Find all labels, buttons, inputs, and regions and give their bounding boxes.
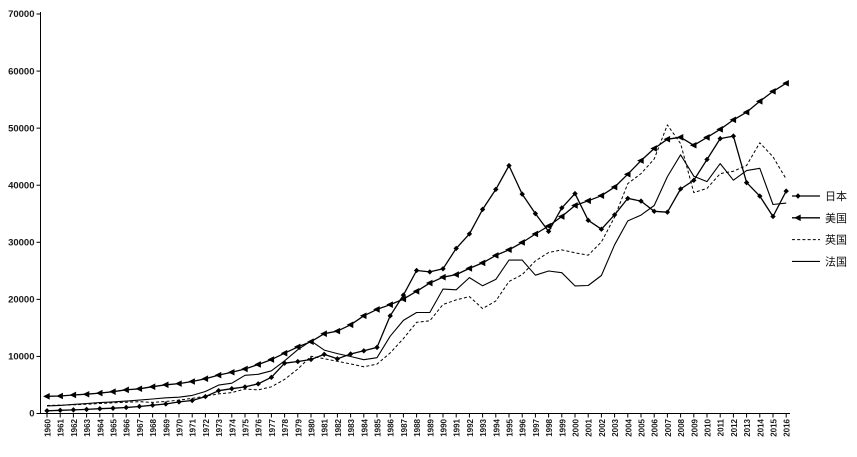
x-tick-label: 2010 xyxy=(704,418,713,436)
y-tick-label: 20000 xyxy=(8,295,34,306)
x-tick-label: 1984 xyxy=(360,418,369,436)
legend-label-japan: 日本 xyxy=(825,189,847,203)
x-tick-label: 2002 xyxy=(598,418,607,436)
x-tick-label: 1988 xyxy=(413,418,422,436)
legend-item-france: 法国 xyxy=(792,254,847,268)
legend-item-usa: 美国 xyxy=(792,212,847,225)
y-tick-label: 10000 xyxy=(8,352,34,363)
legend-marker-japan-icon xyxy=(795,193,801,199)
x-tick-label: 1980 xyxy=(308,418,317,436)
legend-marker-usa-icon xyxy=(794,214,801,222)
legend-item-uk: 英国 xyxy=(792,233,847,247)
x-tick-label: 1987 xyxy=(400,418,409,436)
x-tick-label: 1962 xyxy=(70,418,79,436)
x-tick-label: 2004 xyxy=(624,418,633,436)
y-tick-label: 0 xyxy=(29,409,34,420)
x-tick-label: 1966 xyxy=(123,418,132,436)
x-tick-label: 1979 xyxy=(294,418,303,436)
x-tick-label: 2005 xyxy=(638,418,647,436)
x-tick-label: 1970 xyxy=(176,418,185,436)
x-tick-label: 1974 xyxy=(228,418,237,436)
x-tick-label: 1963 xyxy=(83,418,92,436)
x-tick-label: 1990 xyxy=(440,418,449,436)
series-line-uk xyxy=(46,124,787,406)
x-tick-label: 2008 xyxy=(677,418,686,436)
x-tick-label: 2016 xyxy=(783,418,792,436)
x-tick-label: 1965 xyxy=(110,418,119,436)
legend-label-france: 法国 xyxy=(825,254,847,268)
x-tick-label: 2000 xyxy=(572,418,581,436)
x-tick-label: 1971 xyxy=(189,418,198,436)
x-tick-label: 1976 xyxy=(255,418,264,436)
x-tick-label: 1978 xyxy=(281,418,290,436)
x-tick-label: 1961 xyxy=(57,418,66,436)
x-tick-label: 2015 xyxy=(770,418,779,436)
y-tick-label: 40000 xyxy=(8,180,34,191)
x-tick-label: 1998 xyxy=(545,418,554,436)
series-line-france xyxy=(46,154,787,407)
x-tick-label: 1969 xyxy=(162,418,171,436)
x-tick-label: 1993 xyxy=(479,418,488,436)
x-tick-label: 1999 xyxy=(558,418,567,436)
x-tick-label: 1981 xyxy=(321,418,330,436)
x-tick-label: 2011 xyxy=(717,418,726,436)
x-tick-label: 1960 xyxy=(44,418,53,436)
x-tick-label: 1983 xyxy=(347,418,356,436)
x-tick-label: 1985 xyxy=(374,418,383,436)
x-tick-label: 1995 xyxy=(506,418,515,436)
y-tick-label: 30000 xyxy=(8,237,34,248)
x-tick-label: 2003 xyxy=(611,418,620,436)
x-tick-label: 2013 xyxy=(743,418,752,436)
x-tick-label: 1986 xyxy=(387,418,396,436)
legend-item-japan: 日本 xyxy=(792,189,847,203)
legend-label-usa: 美国 xyxy=(825,212,847,225)
x-tick-label: 2012 xyxy=(730,418,739,436)
x-tick-label: 1989 xyxy=(426,418,435,436)
x-tick-label: 1994 xyxy=(492,418,501,436)
y-tick-label: 60000 xyxy=(8,66,34,77)
x-tick-label: 1991 xyxy=(453,418,462,436)
x-tick-label: 2009 xyxy=(690,418,699,436)
x-tick-label: 1975 xyxy=(242,418,251,436)
x-tick-label: 1982 xyxy=(334,418,343,436)
y-tick-label: 50000 xyxy=(8,123,34,134)
x-tick-label: 1997 xyxy=(532,418,541,436)
x-tick-label: 1964 xyxy=(96,418,105,436)
x-tick-label: 1968 xyxy=(149,418,158,436)
y-tick-label: 70000 xyxy=(8,9,34,20)
x-tick-label: 2006 xyxy=(651,418,660,436)
x-tick-label: 2001 xyxy=(585,418,594,436)
x-tick-label: 1996 xyxy=(519,418,528,436)
legend-label-uk: 英国 xyxy=(825,233,847,247)
x-tick-label: 1967 xyxy=(136,418,145,436)
x-tick-label: 2014 xyxy=(756,418,765,436)
x-tick-label: 2007 xyxy=(664,418,673,436)
x-tick-label: 1973 xyxy=(215,418,224,436)
x-tick-label: 1972 xyxy=(202,418,211,436)
x-tick-label: 1977 xyxy=(268,418,277,436)
x-tick-label: 1992 xyxy=(466,418,475,436)
